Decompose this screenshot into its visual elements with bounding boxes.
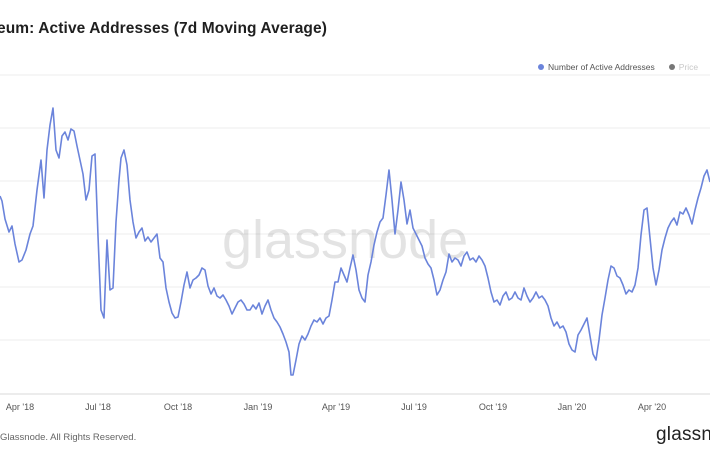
legend-item-active-addresses[interactable]: Number of Active Addresses [538, 62, 655, 72]
x-tick-label: Jan '20 [558, 402, 587, 412]
copyright-text: Glassnode. All Rights Reserved. [0, 432, 137, 443]
x-tick-label: Jul '19 [401, 402, 427, 412]
chart-title: eum: Active Addresses (7d Moving Average… [0, 20, 327, 37]
series-line-active-addresses[interactable] [0, 107, 710, 376]
watermark-text: glassnode [222, 210, 468, 270]
series-group [0, 107, 710, 376]
brand-logo: glassnode [656, 424, 710, 445]
x-tick-label: Oct '18 [164, 402, 192, 412]
legend-label-active-addresses: Number of Active Addresses [548, 62, 655, 72]
legend-item-price[interactable]: Price [668, 62, 699, 72]
legend-label-price: Price [678, 62, 699, 72]
x-tick-label: Jul '18 [85, 402, 111, 412]
legend-dot-active-addresses [538, 64, 544, 70]
legend-dot-price [668, 64, 675, 70]
x-tick-label: Apr '18 [6, 402, 34, 412]
x-tick-label: Jan '19 [244, 402, 273, 412]
x-tick-label: Apr '20 [638, 402, 666, 412]
x-tick-label: Apr '19 [322, 402, 350, 412]
x-tick-label: Oct '19 [479, 402, 507, 412]
chart-legend: Number of Active Addresses Price [538, 62, 710, 72]
x-axis: Apr '18 Jul '18 Oct '18 Jan '19 Apr '19 Jul '… [6, 402, 666, 412]
